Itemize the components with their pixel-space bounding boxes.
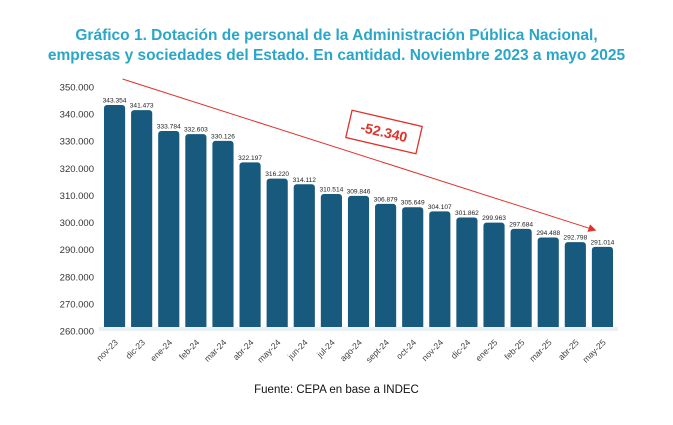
x-tick-label: abr-25 <box>556 337 581 362</box>
y-tick-label: 330.000 <box>60 137 94 148</box>
x-tick-label: may-24 <box>255 337 282 364</box>
chart-title-line-2: empresas y sociedades del Estado. En can… <box>47 47 626 64</box>
bar <box>320 194 342 331</box>
data-label: 301.862 <box>455 210 479 217</box>
y-tick-label: 300.000 <box>60 218 94 229</box>
bar <box>510 228 532 331</box>
x-tick-label: mar-25 <box>527 337 553 363</box>
x-tick-label: oct-24 <box>394 337 418 361</box>
x-tick-label: nov-23 <box>94 337 120 363</box>
annotation-frame <box>344 109 424 155</box>
bar <box>103 105 126 332</box>
x-tick-label: feb-25 <box>502 337 526 361</box>
data-label: 341.473 <box>130 103 154 110</box>
data-label: 343.354 <box>103 98 127 105</box>
bar <box>239 162 261 331</box>
data-label: 333.784 <box>157 123 181 130</box>
bar <box>212 140 234 331</box>
data-label: 304.107 <box>428 204 452 211</box>
bar <box>564 242 586 331</box>
x-tick-label: dic-24 <box>449 337 473 361</box>
x-tick-label: may-25 <box>581 337 608 364</box>
x-tick-label: mar-24 <box>202 337 228 363</box>
x-tick-label: dic-23 <box>123 337 147 361</box>
bar <box>402 207 424 331</box>
bar <box>483 222 505 331</box>
bar <box>347 195 370 331</box>
x-tick-label: ene-24 <box>148 337 174 363</box>
chart-title-line-1: Gráfico 1. Dotación de personal de la Ad… <box>75 27 598 44</box>
bar <box>185 134 207 331</box>
bars <box>99 105 618 332</box>
x-tick-label: jun-24 <box>285 337 310 362</box>
source-note: Fuente: CEPA en base a INDEC <box>254 384 419 396</box>
data-label: 316.220 <box>265 171 289 178</box>
y-tick-label: 270.000 <box>60 299 94 310</box>
x-tick-label: feb-24 <box>177 337 201 361</box>
data-label: 309.846 <box>347 188 371 195</box>
data-label: 291.014 <box>591 239 615 246</box>
x-axis: nov-23 dic-23 ene-24 feb-24 mar-24 abr-24 may-… <box>94 337 608 365</box>
bar <box>158 130 180 331</box>
x-tick-label: sept-24 <box>364 337 391 364</box>
data-label: 305.649 <box>401 200 425 207</box>
data-label: 314.112 <box>293 177 317 184</box>
bar <box>293 184 315 331</box>
data-label: 292.798 <box>563 235 587 242</box>
chart-title: Gráfico 1. Dotación de personal de la Ad… <box>0 26 673 66</box>
bar <box>266 178 288 331</box>
data-label: 297.684 <box>509 221 533 228</box>
bar <box>537 237 559 331</box>
x-tick-label: abr-24 <box>231 337 256 362</box>
data-label: 322.197 <box>238 155 262 162</box>
y-tick-label: 280.000 <box>60 272 94 283</box>
y-tick-label: 340.000 <box>60 110 94 121</box>
bar <box>456 217 478 331</box>
data-label: 310.514 <box>319 187 343 194</box>
y-tick-label: 260.000 <box>60 327 94 338</box>
x-tick-label: ago-24 <box>338 337 364 363</box>
bar <box>591 246 614 331</box>
annotation-box: -52.340 <box>344 109 424 155</box>
x-tick-label: ene-25 <box>473 337 499 363</box>
baseline <box>99 327 618 331</box>
data-label: 332.603 <box>184 127 208 134</box>
y-tick-label: 290.000 <box>60 245 94 256</box>
data-label: 294.488 <box>536 230 560 237</box>
y-tick-label: 350.000 <box>60 83 94 94</box>
y-tick-label: 310.000 <box>60 191 94 202</box>
trend-arrow <box>122 78 597 232</box>
x-tick-label: nov-24 <box>420 337 446 363</box>
bar <box>131 110 153 331</box>
y-axis: 260.000 270.000 280.000 290.000 300.000 310.0… <box>60 83 94 338</box>
bar <box>375 203 397 331</box>
data-label: 306.879 <box>374 196 398 203</box>
trend-annotation: -52.340 <box>122 78 597 232</box>
x-tick-label: jul-24 <box>314 337 337 360</box>
data-label: 330.126 <box>211 133 235 140</box>
data-label: 299.963 <box>482 215 506 222</box>
y-tick-label: 320.000 <box>60 164 94 175</box>
bar <box>429 211 451 331</box>
